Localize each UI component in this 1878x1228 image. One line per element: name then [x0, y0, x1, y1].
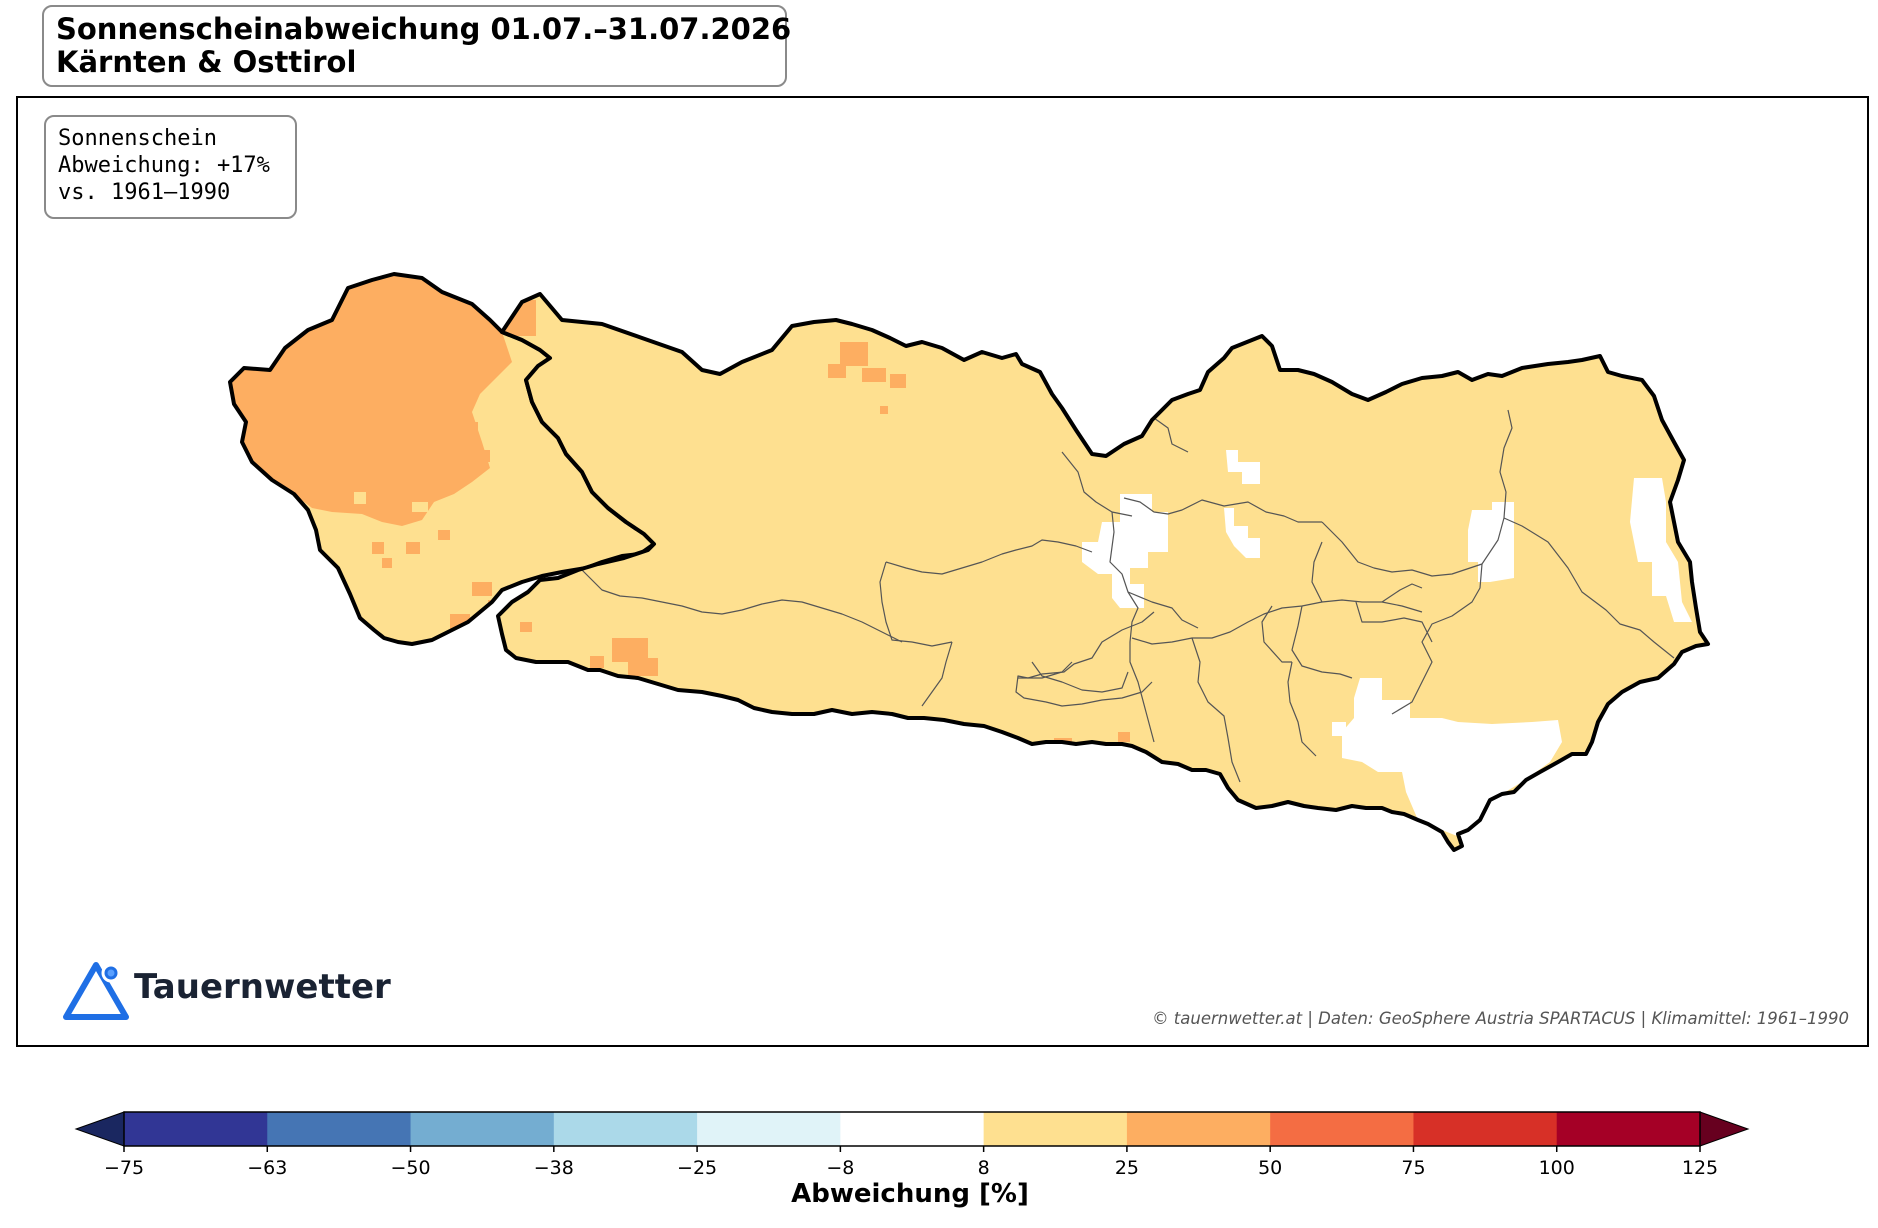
- colorbar-segment: [267, 1112, 412, 1146]
- colorbar-tick-label: 25: [1115, 1157, 1139, 1179]
- kaernten-region: [496, 292, 1710, 852]
- map-frame: Sonnenschein Abweichung: +17% vs. 1961–1…: [16, 96, 1869, 1047]
- colorbar-segment: [410, 1112, 555, 1146]
- tauernwetter-logo: Tauernwetter: [62, 957, 392, 1023]
- mountain-triangle-icon: [63, 962, 129, 1020]
- data-credit: © tauernwetter.at | Daten: GeoSphere Aus…: [1152, 1009, 1849, 1028]
- colorbar-tick-label: 100: [1539, 1157, 1575, 1179]
- colorbar-segment: [697, 1112, 841, 1146]
- map-title: Sonnenscheinabweichung 01.07.–31.07.2026: [56, 12, 792, 46]
- colorbar: −75 −63 −50 −38 −25 −8 8 25 50 75 100 125: [74, 1111, 1750, 1179]
- osttirol-region: [228, 272, 656, 646]
- colorbar-tick-label: −8: [826, 1157, 854, 1179]
- colorbar-frame: [123, 1111, 1701, 1147]
- colorbar-segment: [983, 1112, 1128, 1146]
- colorbar-segment: [1413, 1112, 1558, 1146]
- colorbar-segment: [1270, 1112, 1414, 1146]
- colorbar-tick-label: −50: [390, 1157, 430, 1179]
- logo-text: Tauernwetter: [134, 967, 391, 1007]
- colorbar-segment: [840, 1112, 985, 1146]
- map-subtitle: Kärnten & Osttirol: [56, 45, 357, 79]
- colorbar-tick-label: −25: [677, 1157, 717, 1179]
- info-reference-period: vs. 1961–1990: [58, 180, 231, 205]
- colorbar-tick-label: −38: [534, 1157, 574, 1179]
- colorbar-under-extension: [74, 1111, 125, 1147]
- info-box: Sonnenschein Abweichung: +17% vs. 1961–1…: [44, 115, 297, 219]
- colorbar-label: Abweichung [%]: [791, 1179, 1029, 1209]
- colorbar-segment: [124, 1112, 268, 1146]
- map-title-box: Sonnenscheinabweichung 01.07.–31.07.2026…: [42, 5, 792, 87]
- colorbar-segments: [74, 1111, 1750, 1147]
- colorbar-ticks: −75 −63 −50 −38 −25 −8 8 25 50 75 100 125: [104, 1146, 1718, 1179]
- region-map: [228, 272, 1710, 852]
- colorbar-segment: [1126, 1112, 1271, 1146]
- colorbar-segment: [553, 1112, 698, 1146]
- colorbar-tick-label: −75: [104, 1157, 144, 1179]
- colorbar-tick-label: 50: [1258, 1157, 1282, 1179]
- info-deviation: Abweichung: +17%: [58, 153, 270, 178]
- colorbar-tick-label: 8: [978, 1157, 990, 1179]
- colorbar-tick-label: −63: [247, 1157, 287, 1179]
- info-label: Sonnenschein: [58, 126, 217, 151]
- colorbar-over-extension: [1699, 1111, 1750, 1147]
- colorbar-tick-label: 125: [1682, 1157, 1718, 1179]
- colorbar-tick-label: 75: [1401, 1157, 1425, 1179]
- colorbar-segment: [1556, 1112, 1701, 1146]
